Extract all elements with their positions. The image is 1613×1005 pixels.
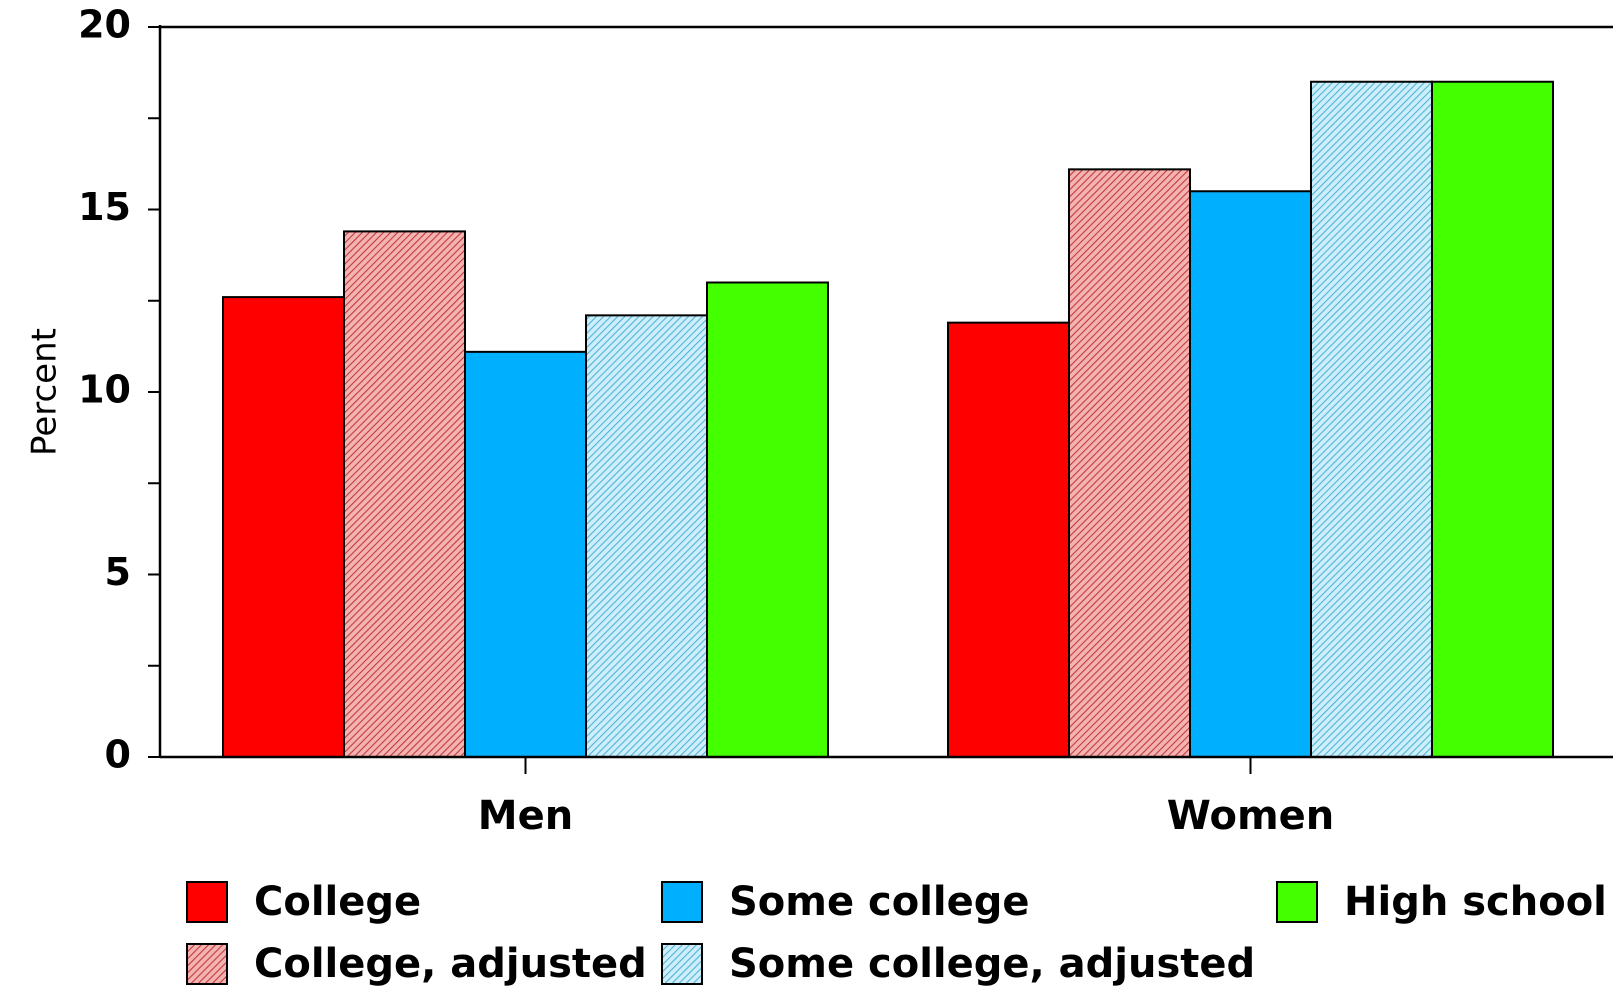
legend-label-some-college-adjusted: Some college, adjusted bbox=[729, 941, 1255, 987]
bar-men-college bbox=[222, 296, 345, 758]
y-tick-label-5: 5 bbox=[105, 550, 131, 594]
legend-item-college: College bbox=[186, 879, 421, 925]
y-axis-label: Percent bbox=[25, 328, 65, 456]
y-tick-label-15: 15 bbox=[78, 185, 131, 229]
bar-men-college-adjusted bbox=[343, 230, 466, 758]
legend: College College, adjusted Some college Some… bbox=[186, 879, 1607, 987]
legend-swatch-some-college-adjusted bbox=[661, 943, 703, 985]
bar-men-high-school bbox=[706, 281, 829, 758]
bar-women-college bbox=[947, 321, 1070, 758]
bar-women-college-adjusted bbox=[1068, 168, 1191, 759]
bar-men-some-college bbox=[464, 350, 587, 758]
bar-men-some-college-adjusted bbox=[585, 314, 708, 758]
y-tick-label-10: 10 bbox=[78, 368, 131, 412]
legend-swatch-college bbox=[186, 881, 228, 923]
x-tick-label-women: Women bbox=[1167, 793, 1334, 839]
legend-label-college-adjusted: College, adjusted bbox=[254, 941, 647, 987]
x-ticks-group: Men Women bbox=[478, 757, 1334, 839]
legend-item-high-school: High school bbox=[1276, 879, 1607, 925]
bars-group bbox=[222, 80, 1554, 759]
x-tick-label-men: Men bbox=[478, 793, 573, 839]
legend-label-college: College bbox=[254, 879, 421, 925]
legend-label-high-school: High school bbox=[1344, 879, 1607, 925]
legend-label-some-college: Some college bbox=[729, 879, 1030, 925]
legend-item-some-college: Some college bbox=[661, 879, 1030, 925]
y-ticks-group: 0 5 10 15 20 bbox=[78, 3, 160, 777]
y-tick-label-0: 0 bbox=[105, 733, 131, 777]
y-tick-label-20: 20 bbox=[78, 3, 131, 47]
bar-women-some-college-adjusted bbox=[1310, 80, 1433, 758]
legend-swatch-high-school bbox=[1276, 881, 1318, 923]
legend-swatch-college-adjusted bbox=[186, 943, 228, 985]
bar-women-some-college bbox=[1189, 190, 1312, 758]
legend-item-college-adjusted: College, adjusted bbox=[186, 941, 647, 987]
bar-women-high-school bbox=[1431, 80, 1554, 758]
legend-swatch-some-college bbox=[661, 881, 703, 923]
legend-item-some-college-adjusted: Some college, adjusted bbox=[661, 941, 1255, 987]
